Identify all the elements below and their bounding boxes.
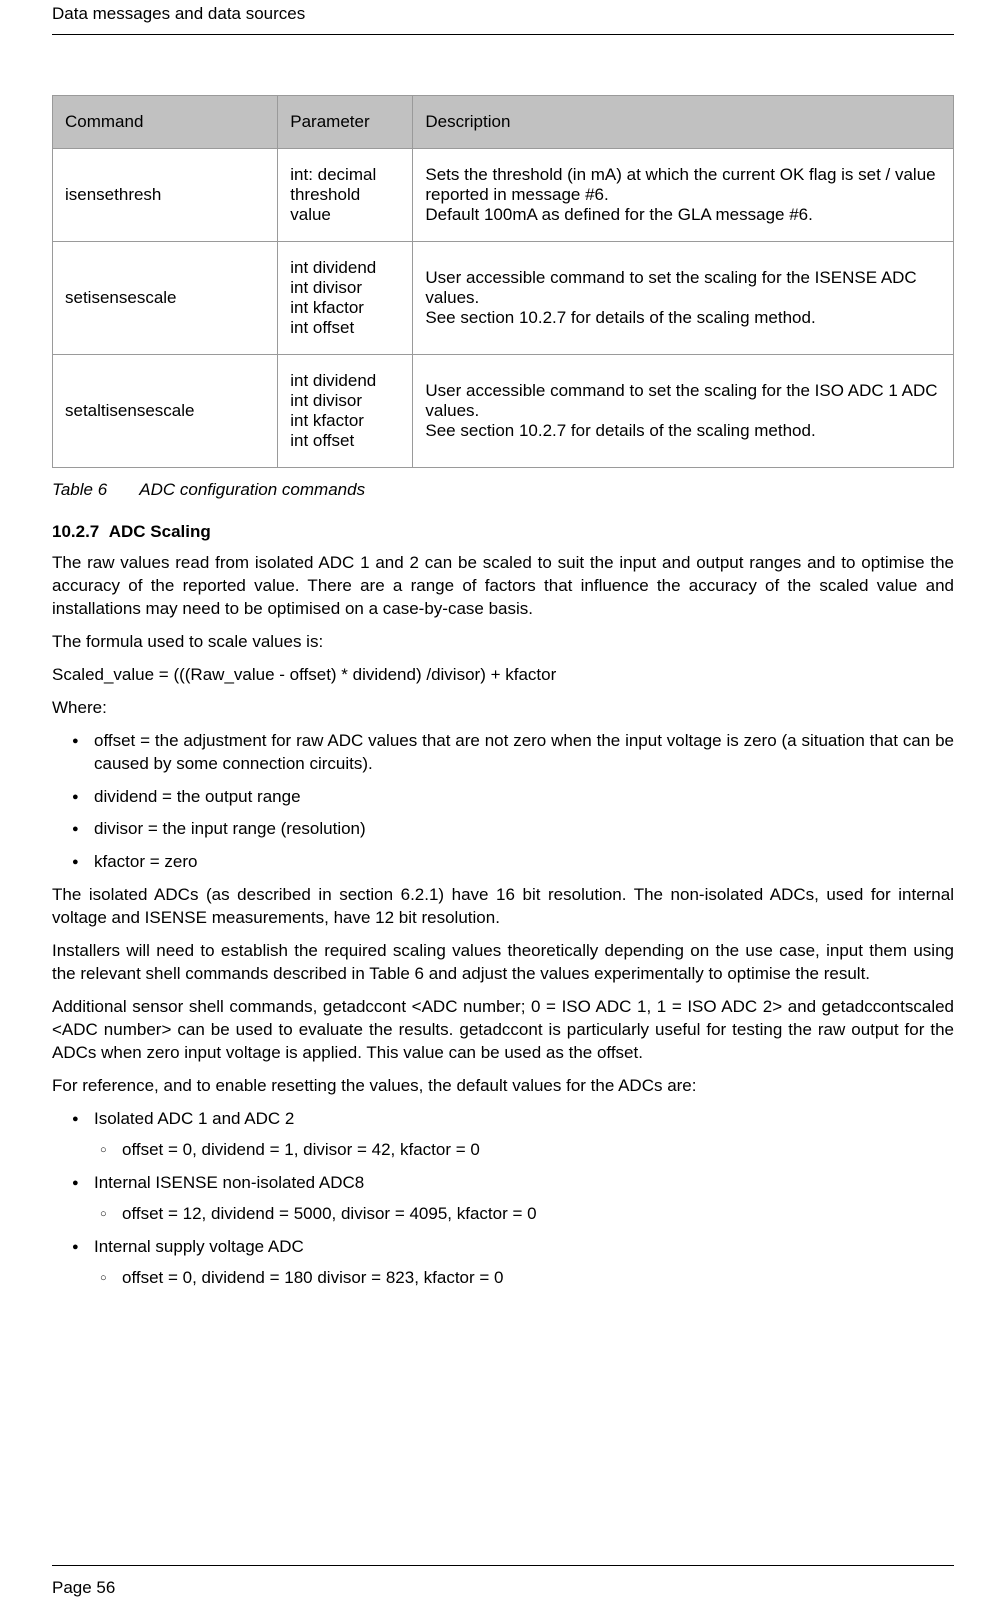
cell-command: setaltisensescale <box>53 355 278 468</box>
defaults-sublist: offset = 0, dividend = 1, divisor = 42, … <box>94 1139 954 1162</box>
list-item: dividend = the output range <box>94 786 954 809</box>
defaults-sublist: offset = 0, dividend = 180 divisor = 823… <box>94 1267 954 1290</box>
cell-description: User accessible command to set the scali… <box>413 355 954 468</box>
col-header-command: Command <box>53 96 278 149</box>
paragraph: The formula used to scale values is: <box>52 631 954 654</box>
section-body: The raw values read from isolated ADC 1 … <box>52 552 954 1289</box>
table-caption: Table 6 ADC configuration commands <box>52 480 954 500</box>
caption-text: ADC configuration commands <box>139 480 365 499</box>
list-item-head: Internal ISENSE non-isolated ADC8 <box>94 1173 364 1192</box>
command-table: Command Parameter Description isensethre… <box>52 95 954 468</box>
list-item: Isolated ADC 1 and ADC 2 offset = 0, div… <box>94 1108 954 1162</box>
sublist-item: offset = 0, dividend = 1, divisor = 42, … <box>122 1139 954 1162</box>
paragraph: Where: <box>52 697 954 720</box>
list-item-head: Internal supply voltage ADC <box>94 1237 304 1256</box>
running-head: Data messages and data sources <box>52 0 954 35</box>
cell-parameter: int: decimal threshold value <box>278 149 413 242</box>
table-row: setaltisensescale int dividend int divis… <box>53 355 954 468</box>
cell-command: setisensescale <box>53 242 278 355</box>
table-row: isensethresh int: decimal threshold valu… <box>53 149 954 242</box>
footer-rule <box>52 1565 954 1566</box>
table-header-row: Command Parameter Description <box>53 96 954 149</box>
list-item: Internal ISENSE non-isolated ADC8 offset… <box>94 1172 954 1226</box>
col-header-parameter: Parameter <box>278 96 413 149</box>
page-number: Page 56 <box>52 1578 115 1598</box>
list-item: offset = the adjustment for raw ADC valu… <box>94 730 954 776</box>
cell-command: isensethresh <box>53 149 278 242</box>
caption-number: Table 6 <box>52 480 107 500</box>
list-item: Internal supply voltage ADC offset = 0, … <box>94 1236 954 1290</box>
paragraph: Additional sensor shell commands, getadc… <box>52 996 954 1065</box>
section-heading: 10.2.7 ADC Scaling <box>52 522 954 542</box>
cell-parameter: int dividend int divisor int kfactor int… <box>278 355 413 468</box>
paragraph: The isolated ADCs (as described in secti… <box>52 884 954 930</box>
where-list: offset = the adjustment for raw ADC valu… <box>52 730 954 875</box>
cell-description: Sets the threshold (in mA) at which the … <box>413 149 954 242</box>
defaults-sublist: offset = 12, dividend = 5000, divisor = … <box>94 1203 954 1226</box>
formula: Scaled_value = (((Raw_value - offset) * … <box>52 664 954 687</box>
section-title: ADC Scaling <box>109 522 211 541</box>
defaults-list: Isolated ADC 1 and ADC 2 offset = 0, div… <box>52 1108 954 1290</box>
paragraph: The raw values read from isolated ADC 1 … <box>52 552 954 621</box>
col-header-description: Description <box>413 96 954 149</box>
sublist-item: offset = 0, dividend = 180 divisor = 823… <box>122 1267 954 1290</box>
section-number: 10.2.7 <box>52 522 99 541</box>
sublist-item: offset = 12, dividend = 5000, divisor = … <box>122 1203 954 1226</box>
cell-parameter: int dividend int divisor int kfactor int… <box>278 242 413 355</box>
list-item-head: Isolated ADC 1 and ADC 2 <box>94 1109 294 1128</box>
page: Data messages and data sources Command P… <box>0 0 1006 1616</box>
list-item: divisor = the input range (resolution) <box>94 818 954 841</box>
paragraph: For reference, and to enable resetting t… <box>52 1075 954 1098</box>
list-item: kfactor = zero <box>94 851 954 874</box>
paragraph: Installers will need to establish the re… <box>52 940 954 986</box>
cell-description: User accessible command to set the scali… <box>413 242 954 355</box>
table-row: setisensescale int dividend int divisor … <box>53 242 954 355</box>
